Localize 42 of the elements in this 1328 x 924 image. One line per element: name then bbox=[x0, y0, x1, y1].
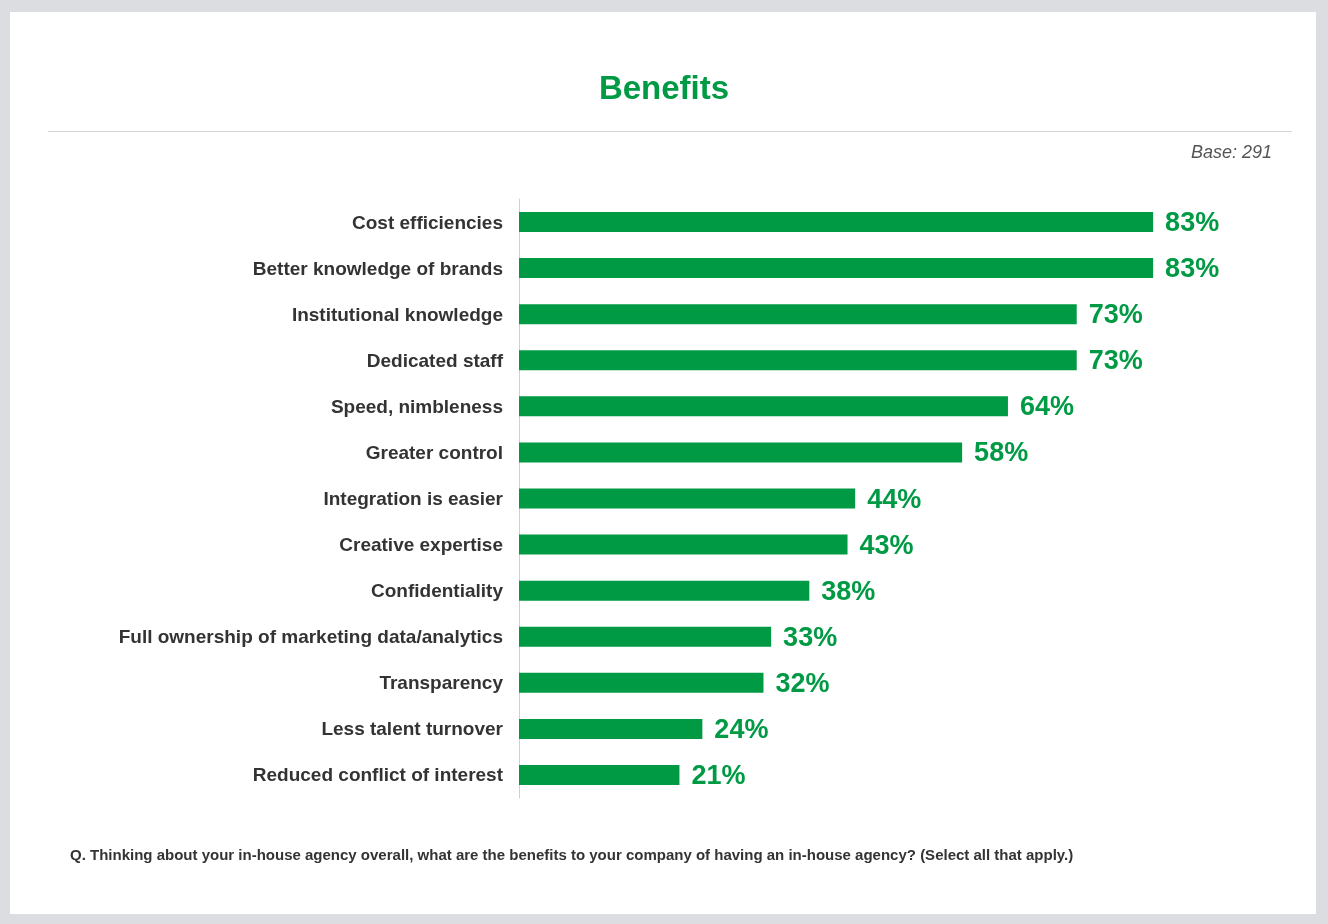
data-label: 44% bbox=[867, 483, 922, 514]
y-tick-label: Reduced conflict of interest bbox=[252, 764, 504, 786]
bar bbox=[519, 212, 1154, 233]
data-label: 83% bbox=[1165, 207, 1220, 238]
y-tick-label: Cost efficiencies bbox=[352, 211, 503, 233]
bar bbox=[519, 304, 1077, 325]
data-label: 33% bbox=[783, 621, 838, 652]
text: Q. Thinking about your in-house agency overall, what are the benefits to your company of having an in-house agency? (Select all that apply.) bbox=[70, 846, 1074, 863]
y-tick-label: Greater control bbox=[365, 441, 503, 463]
chart-title: Benefits bbox=[598, 69, 730, 106]
data-label: 24% bbox=[714, 713, 769, 744]
y-tick-label: Transparency bbox=[379, 672, 504, 694]
data-label: 38% bbox=[821, 575, 876, 606]
data-label: 64% bbox=[1019, 391, 1075, 422]
y-tick-label: Institutional knowledge bbox=[291, 303, 503, 325]
y-tick-label: Better knowledge of brands bbox=[252, 257, 503, 279]
bar bbox=[519, 672, 764, 693]
bar bbox=[519, 580, 810, 601]
data-label: 83% bbox=[1165, 253, 1220, 284]
bar bbox=[519, 258, 1154, 279]
data-label: 73% bbox=[1088, 345, 1143, 376]
y-tick-label: Confidentiality bbox=[371, 580, 504, 602]
bar bbox=[519, 350, 1077, 371]
bar bbox=[519, 396, 1008, 417]
bar bbox=[519, 534, 848, 555]
bar bbox=[519, 488, 856, 509]
bar bbox=[519, 442, 963, 463]
y-tick-label: Speed, nimbleness bbox=[330, 395, 503, 417]
data-label: 21% bbox=[691, 759, 746, 790]
data-label: 32% bbox=[775, 667, 830, 698]
data-label: 58% bbox=[974, 437, 1029, 468]
data-label: 73% bbox=[1088, 299, 1143, 330]
y-tick-label: Creative expertise bbox=[339, 534, 503, 556]
y-tick-label: Integration is easier bbox=[323, 488, 504, 509]
bar bbox=[519, 718, 703, 739]
bar bbox=[519, 764, 680, 785]
y-tick-label: Dedicated staff bbox=[366, 349, 504, 371]
y-tick-label: Less talent turnover bbox=[321, 718, 504, 740]
bar bbox=[519, 626, 772, 647]
y-tick-label: Full ownership of marketing data/analytics bbox=[118, 626, 503, 648]
data-label: 43% bbox=[859, 529, 914, 560]
text: Base: 291 bbox=[1190, 142, 1272, 163]
